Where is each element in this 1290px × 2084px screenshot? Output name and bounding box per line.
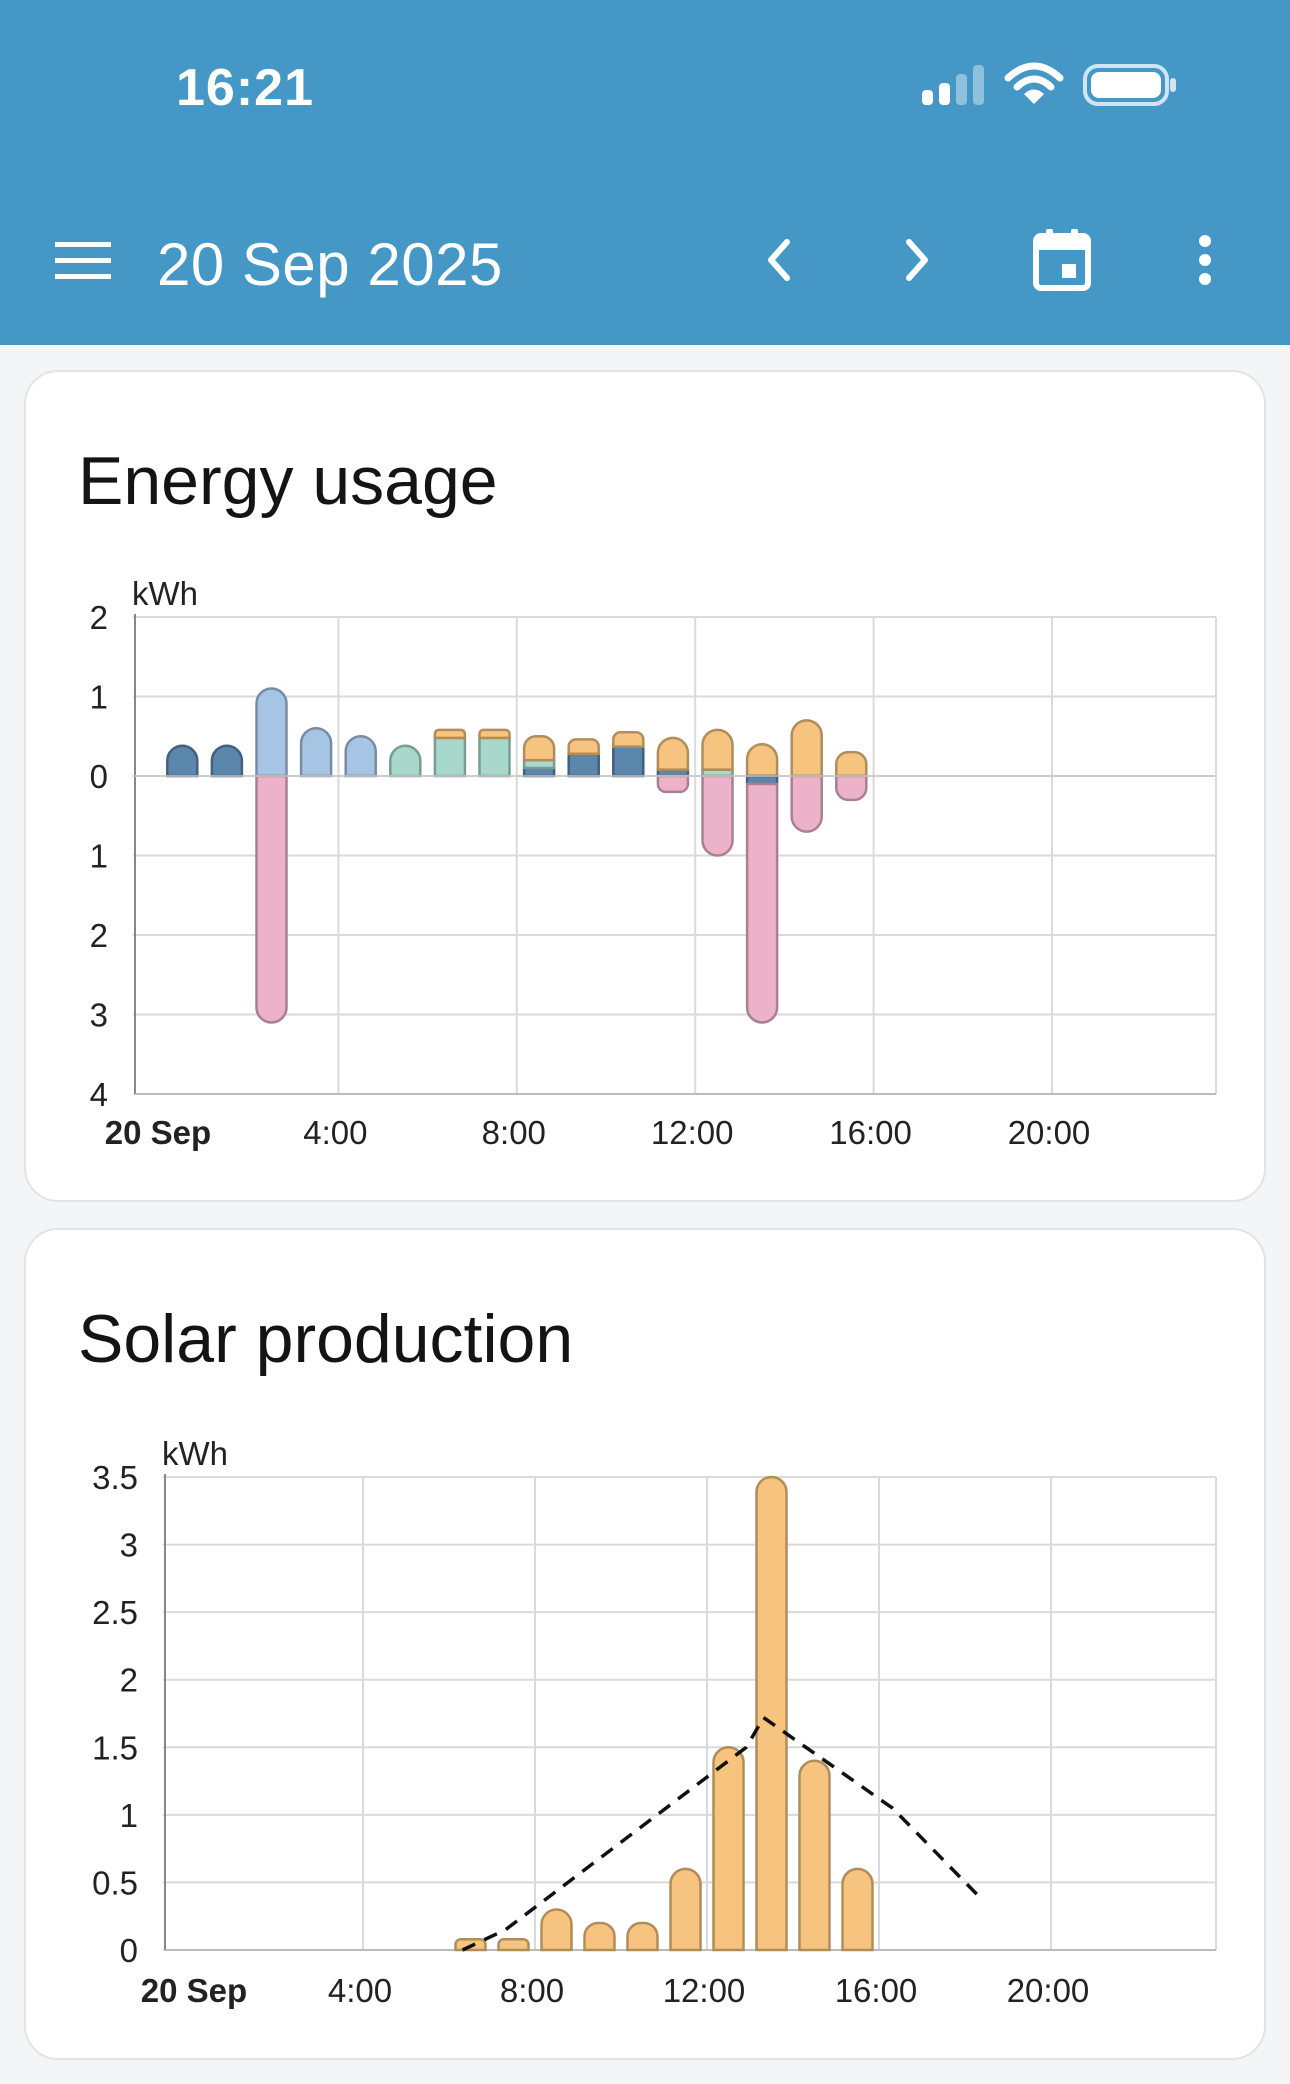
solar-bar (540, 1908, 573, 1952)
next-day-button[interactable] (888, 230, 948, 290)
more-options-button[interactable] (1180, 228, 1230, 292)
energy-bar (656, 736, 690, 771)
energy-bar (478, 728, 511, 740)
x-tick-label: 12:00 (663, 1972, 746, 2009)
x-tick-label: 12:00 (651, 1114, 734, 1151)
y-tick-label: 1 (90, 679, 108, 716)
energy-bar (612, 745, 645, 778)
x-tick-label: 16:00 (835, 1972, 918, 2009)
energy-bar (567, 738, 600, 755)
x-tick-label: 20 Sep (141, 1972, 247, 2009)
y-tick-label: 2 (90, 599, 108, 636)
y-tick-label: 3.5 (92, 1459, 138, 1496)
energy-bar (835, 750, 868, 778)
more-vert-icon (1199, 235, 1211, 285)
y-tick-label: 2 (120, 1662, 138, 1699)
unit-label: kWh (162, 1435, 228, 1472)
solar-bar (755, 1475, 788, 1952)
previous-day-button[interactable] (748, 230, 808, 290)
x-tick-label: 16:00 (829, 1114, 912, 1151)
y-tick-label: 1.5 (92, 1729, 138, 1766)
menu-button[interactable] (50, 235, 116, 285)
x-tick-label: 8:00 (482, 1114, 546, 1151)
y-tick-label: 3 (90, 997, 108, 1034)
energy-usage-card: Energy usage 2 1 0 1 2 3 4 20 Sep 4:00 8:00 12:00 1… (24, 370, 1266, 1202)
energy-bar (745, 782, 779, 1024)
energy-bar (790, 719, 823, 778)
calendar-icon (1033, 229, 1091, 291)
y-tick-label: 0 (90, 758, 108, 795)
x-tick-label: 8:00 (500, 1972, 564, 2009)
energy-bar (433, 736, 467, 778)
energy-bar (567, 752, 600, 778)
app-bar: 20 Sep 2025 (0, 210, 1290, 310)
y-tick-label: 1 (90, 838, 108, 875)
energy-bar (433, 728, 467, 740)
energy-bar (166, 744, 199, 778)
wifi-icon (1004, 62, 1064, 104)
solar-bar (497, 1937, 530, 1952)
energy-bar (790, 774, 823, 833)
chevron-left-icon (768, 239, 790, 281)
solar-bar (798, 1759, 831, 1952)
energy-bar (745, 742, 779, 778)
solar-bar (583, 1921, 616, 1952)
app-header: 16:21 20 Sep 2025 (0, 0, 1290, 345)
energy-bar (701, 728, 734, 771)
energy-bar (255, 687, 288, 778)
menu-icon (55, 242, 111, 279)
x-tick-label: 20:00 (1008, 1114, 1091, 1151)
energy-bar (522, 735, 556, 762)
x-tick-label: 20:00 (1007, 1972, 1090, 2009)
energy-bar (210, 744, 244, 778)
unit-label: kWh (132, 575, 198, 612)
x-tick-label: 4:00 (328, 1972, 392, 2009)
y-tick-label: 2 (90, 917, 108, 954)
x-tick-label: 4:00 (303, 1114, 367, 1151)
y-tick-label: 4 (90, 1076, 108, 1113)
energy-bar (478, 736, 511, 778)
battery-icon (1083, 64, 1176, 106)
y-tick-label: 3 (120, 1527, 138, 1564)
status-icons (920, 62, 1178, 108)
date-title[interactable]: 20 Sep 2025 (157, 231, 503, 298)
y-tick-label: 0 (120, 1932, 138, 1969)
energy-bar (656, 774, 690, 794)
calendar-button[interactable] (1030, 225, 1094, 295)
y-tick-label: 0.5 (92, 1864, 138, 1901)
energy-bar (389, 744, 422, 778)
solar-bar (626, 1921, 659, 1952)
solar-bar (841, 1867, 874, 1952)
energy-usage-chart[interactable]: 2 1 0 1 2 3 420 Sep 4:00 8:00 12:00 16:00 20:00 kWh (26, 372, 1268, 1204)
solar-forecast-line (461, 1715, 980, 1952)
chevron-right-icon (906, 239, 928, 281)
solar-bar (712, 1746, 745, 1952)
x-tick-label: 20 Sep (105, 1114, 211, 1151)
status-time: 16:21 (176, 59, 314, 117)
solar-bar (669, 1867, 702, 1952)
energy-bar (612, 731, 645, 748)
solar-production-card: Solar production 3.5 3 2.5 2 1.5 1 0.5 0 20 Sep 4… (24, 1228, 1266, 2060)
solar-production-chart[interactable]: 3.5 3 2.5 2 1.5 1 0.5 020 Sep 4:00 8:00 12:00 16:00… (26, 1230, 1268, 2062)
energy-bar (344, 734, 377, 778)
energy-bar (835, 774, 868, 802)
energy-bar (701, 774, 734, 857)
card-title: Solar production (78, 1301, 574, 1377)
y-tick-label: 1 (120, 1797, 138, 1834)
energy-bar (299, 727, 333, 778)
card-title: Energy usage (78, 443, 498, 519)
signal-icon (922, 65, 984, 105)
energy-bar (255, 774, 288, 1024)
y-tick-label: 2.5 (92, 1594, 138, 1631)
